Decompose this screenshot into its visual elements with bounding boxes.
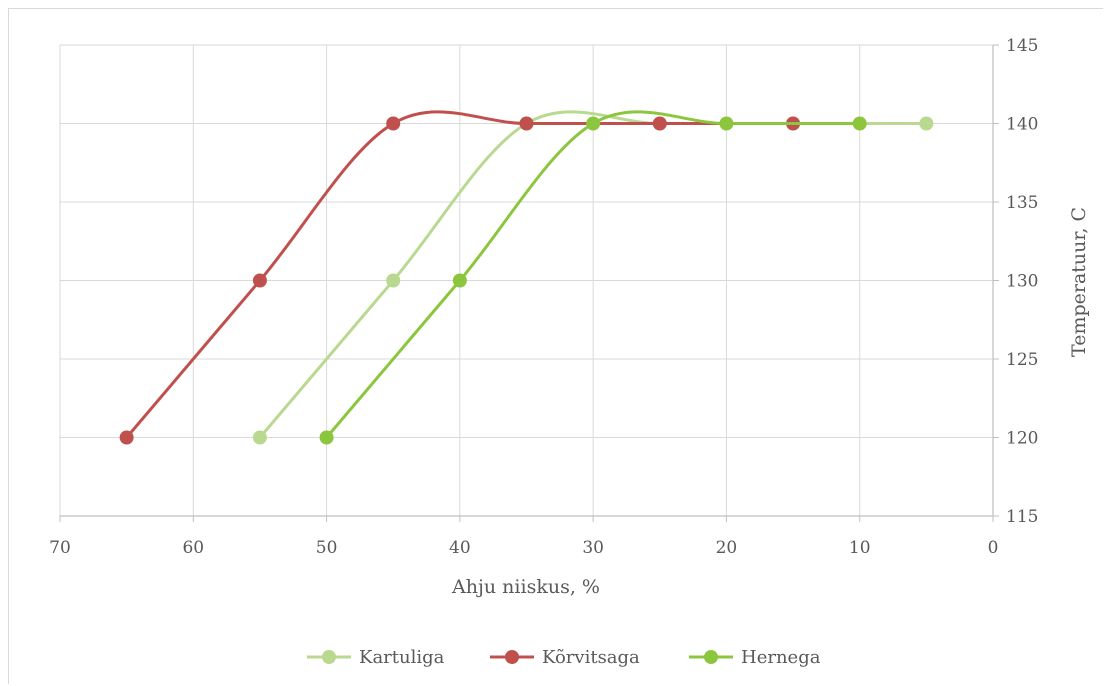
legend-marker-k-rvitsaga bbox=[505, 650, 519, 664]
data-point-hernega bbox=[319, 430, 334, 445]
y-tick-label: 135 bbox=[1006, 193, 1038, 213]
legend-label-hernega: Hernega bbox=[741, 647, 821, 668]
x-tick-label: 30 bbox=[582, 538, 604, 558]
y-axis-label: Temperatuur, C bbox=[1068, 207, 1090, 357]
legend-marker-kartuliga bbox=[322, 650, 336, 664]
data-point-hernega bbox=[719, 116, 734, 131]
x-tick-labels: 70 60 50 40 30 20 10 0 bbox=[49, 538, 998, 558]
y-tick-label: 145 bbox=[1006, 36, 1038, 56]
legend: Kartuliga Kõrvitsaga Hernega bbox=[307, 647, 821, 668]
series-k-rvitsaga bbox=[119, 110, 801, 445]
y-tick-label: 125 bbox=[1006, 350, 1038, 370]
data-point-k-rvitsaga bbox=[386, 116, 401, 131]
legend-item-kartuliga: Kartuliga bbox=[307, 647, 445, 668]
x-tick-label: 50 bbox=[316, 538, 338, 558]
legend-label-kartuliga: Kartuliga bbox=[359, 647, 445, 668]
data-point-k-rvitsaga bbox=[652, 116, 667, 131]
series-line-hernega bbox=[325, 110, 862, 439]
x-tick-label: 40 bbox=[449, 538, 471, 558]
x-tick-label: 0 bbox=[988, 538, 999, 558]
x-tick-label: 60 bbox=[182, 538, 204, 558]
data-point-hernega bbox=[586, 116, 601, 131]
legend-marker-hernega bbox=[704, 650, 718, 664]
x-tick-label: 20 bbox=[716, 538, 738, 558]
y-tick-label: 115 bbox=[1006, 507, 1038, 527]
data-point-hernega bbox=[852, 116, 867, 131]
series-hernega bbox=[319, 110, 867, 445]
series-group bbox=[119, 110, 934, 445]
axes bbox=[59, 44, 999, 522]
data-point-k-rvitsaga bbox=[519, 116, 534, 131]
x-axis-label: Ahju niiskus, % bbox=[451, 576, 600, 598]
legend-item-hernega: Hernega bbox=[689, 647, 821, 668]
data-point-k-rvitsaga bbox=[119, 430, 134, 445]
data-point-k-rvitsaga bbox=[252, 273, 267, 288]
data-point-kartuliga bbox=[252, 430, 267, 445]
y-tick-label: 140 bbox=[1006, 115, 1038, 135]
y-tick-label: 130 bbox=[1006, 272, 1038, 292]
data-point-kartuliga bbox=[919, 116, 934, 131]
legend-item-k-rvitsaga: Kõrvitsaga bbox=[490, 647, 640, 668]
gridlines bbox=[59, 44, 994, 517]
legend-label-k-rvitsaga: Kõrvitsaga bbox=[542, 647, 640, 668]
y-tick-labels: 115 120 125 130 135 140 145 bbox=[1006, 36, 1038, 527]
data-point-hernega bbox=[452, 273, 467, 288]
data-point-kartuliga bbox=[386, 273, 401, 288]
chart-frame bbox=[8, 8, 1103, 684]
x-tick-label: 10 bbox=[849, 538, 871, 558]
y-tick-label: 120 bbox=[1006, 429, 1038, 449]
x-tick-label: 70 bbox=[49, 538, 71, 558]
